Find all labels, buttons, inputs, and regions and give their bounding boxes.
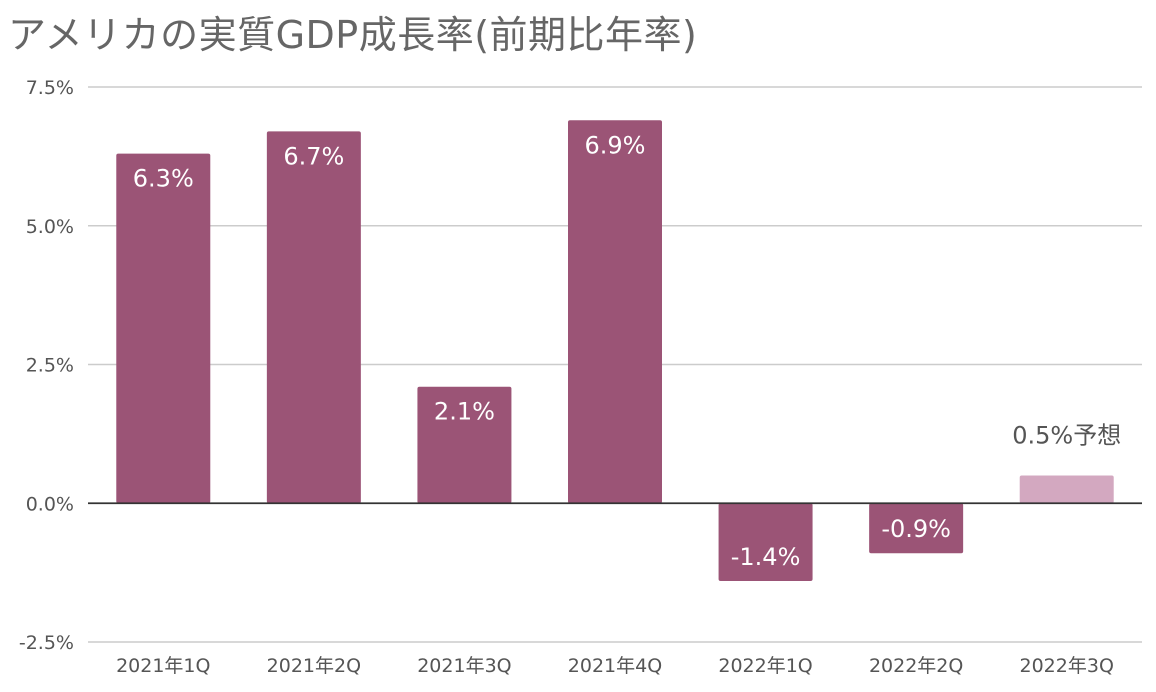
x-tick-label: 2022年3Q [1020, 655, 1114, 677]
bars [116, 120, 1114, 581]
x-axis-ticks: 2021年1Q 2021年2Q 2021年3Q 2021年4Q 2022年1Q 2022年… [116, 655, 1114, 677]
x-tick-label: 2021年3Q [417, 655, 511, 677]
bar [116, 153, 211, 504]
x-tick-label: 2022年1Q [718, 655, 812, 677]
bar [417, 386, 512, 504]
x-tick-label: 2021年1Q [116, 655, 210, 677]
bar [266, 131, 361, 504]
x-tick-label: 2021年2Q [267, 655, 361, 677]
bar-data-labels: 6.3% 6.7% 2.1% 6.9% -1.4% -0.9% 0.5%予想 [133, 131, 1121, 571]
x-tick-label: 2022年2Q [869, 655, 963, 677]
bar [869, 503, 964, 554]
y-tick-label: 0.0% [26, 493, 74, 515]
x-tick-label: 2021年4Q [568, 655, 662, 677]
y-tick-label: 5.0% [26, 216, 74, 238]
chart-title: アメリカの実質GDP成長率(前期比年率) [8, 13, 698, 57]
bar [1019, 475, 1114, 504]
bar [718, 503, 813, 581]
y-tick-label: 7.5% [26, 77, 74, 99]
y-axis-ticks: -2.5% 0.0% 2.5% 5.0% 7.5% [19, 77, 74, 654]
bar-data-label: 6.3% [133, 165, 194, 193]
bar-data-label: 6.7% [283, 142, 344, 170]
bar-data-label: 6.9% [585, 131, 646, 159]
bar-data-label: 0.5%予想 [1012, 422, 1121, 450]
bar-data-label: -0.9% [881, 515, 951, 543]
y-tick-label: -2.5% [19, 632, 74, 654]
bar-data-label: 2.1% [434, 398, 495, 426]
bar [568, 120, 662, 504]
y-tick-label: 2.5% [26, 355, 74, 377]
bar-data-label: -1.4% [731, 543, 801, 571]
